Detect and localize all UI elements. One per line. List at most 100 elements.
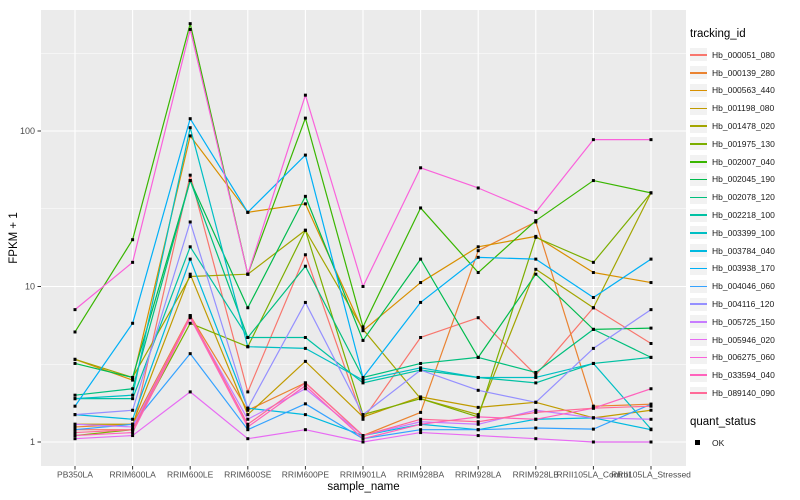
data-point (476, 355, 480, 359)
data-point (131, 397, 135, 401)
legend-item-Hb_001198_080: Hb_001198_080 (690, 99, 798, 117)
legend-key-line-icon (690, 374, 707, 377)
x-axis-tick-label: RRIM600SE (224, 470, 272, 480)
x-axis-tick-label: RRIM600LA (109, 470, 156, 480)
data-point (131, 417, 135, 421)
data-point (534, 219, 538, 223)
data-point (361, 375, 365, 379)
data-point (649, 281, 653, 285)
data-point (188, 314, 192, 318)
data-point (591, 427, 595, 431)
legend-item-label: Hb_002078_120 (712, 192, 775, 203)
data-point (246, 437, 250, 441)
data-point (591, 404, 595, 408)
data-point (534, 373, 538, 377)
data-point (73, 308, 77, 312)
legend-item-label: Hb_002218_100 (712, 210, 775, 221)
y-axis-tick-label: 1 (30, 437, 35, 447)
data-point (419, 281, 423, 285)
legend-item-label: Hb_005946_020 (712, 334, 775, 345)
legend-key-line-icon (690, 338, 707, 341)
data-point (534, 235, 538, 239)
legend-key-line-icon (690, 71, 707, 74)
legend-key-line-icon (690, 303, 707, 305)
legend-key (690, 226, 707, 240)
x-axis-tick-label: RRIM928LB (513, 470, 560, 480)
data-point (361, 417, 365, 421)
data-point (649, 257, 653, 261)
data-point (476, 255, 480, 259)
data-point (591, 361, 595, 365)
legend-key (690, 208, 707, 222)
data-point (476, 375, 480, 379)
data-point (534, 417, 538, 421)
x-axis-title: sample_name (327, 481, 400, 493)
data-point (188, 173, 192, 177)
legend-item-label: Hb_089140_090 (712, 388, 775, 399)
legend-key-line-icon (690, 125, 707, 127)
legend-key (690, 386, 707, 400)
data-point (73, 413, 77, 417)
legend-item-label: Hb_002007_040 (712, 156, 775, 167)
legend-key-line-icon (690, 54, 707, 56)
legend-item-Hb_089140_090: Hb_089140_090 (690, 384, 798, 402)
data-point (131, 425, 135, 429)
quant-key (690, 436, 707, 449)
legend-key-line-icon (690, 356, 707, 359)
legend-item-Hb_003938_170: Hb_003938_170 (690, 260, 798, 278)
data-point (361, 327, 365, 331)
data-point (131, 260, 135, 264)
data-point (361, 378, 365, 382)
x-axis-tick-label: RRII105LA_Stressed (611, 470, 691, 480)
legend-key (690, 48, 707, 62)
legend-key-line-icon (690, 89, 707, 92)
legend-item-label: Hb_000563_440 (712, 85, 775, 96)
data-point (303, 194, 307, 198)
data-point (246, 425, 250, 429)
legend-key-line-icon (690, 267, 707, 270)
data-point (303, 228, 307, 232)
data-point (476, 271, 480, 275)
data-point (303, 402, 307, 406)
data-point (361, 440, 365, 444)
data-point (188, 117, 192, 121)
data-point (73, 434, 77, 438)
data-point (131, 321, 135, 325)
data-point (591, 327, 595, 331)
x-axis-tick-label: RRIM928BA (397, 470, 445, 480)
data-point (188, 274, 192, 278)
data-point (361, 285, 365, 288)
data-point (591, 416, 595, 420)
legend-key (690, 137, 707, 151)
legend-item-Hb_002007_040: Hb_002007_040 (690, 153, 798, 171)
legend-item-Hb_033594_040: Hb_033594_040 (690, 366, 798, 384)
data-point (303, 359, 307, 363)
legend-item-label: Hb_003399_100 (712, 227, 775, 238)
legend-key (690, 368, 707, 382)
legend-key-line-icon (690, 232, 707, 234)
data-point (591, 271, 595, 275)
data-point (73, 425, 77, 429)
x-axis-tick-label: PB350LA (57, 470, 93, 480)
data-point (188, 390, 192, 394)
data-point (131, 393, 135, 397)
data-point (246, 422, 250, 426)
data-point (419, 166, 423, 170)
data-point (188, 27, 192, 31)
legend-key-line-icon (690, 178, 707, 181)
legend-item-Hb_006275_060: Hb_006275_060 (690, 349, 798, 367)
legend-item-Hb_004046_060: Hb_004046_060 (690, 277, 798, 295)
data-point (649, 341, 653, 345)
legend-key (690, 119, 707, 133)
data-point (649, 355, 653, 359)
data-point (476, 422, 480, 426)
data-point (246, 306, 250, 310)
legend-key-line-icon (690, 392, 707, 394)
legend-key (690, 279, 707, 293)
legend-item-label: Hb_002045_190 (712, 174, 775, 185)
data-point (649, 440, 653, 444)
data-point (303, 264, 307, 268)
data-point (419, 206, 423, 210)
data-point (131, 375, 135, 379)
data-point (419, 431, 423, 435)
